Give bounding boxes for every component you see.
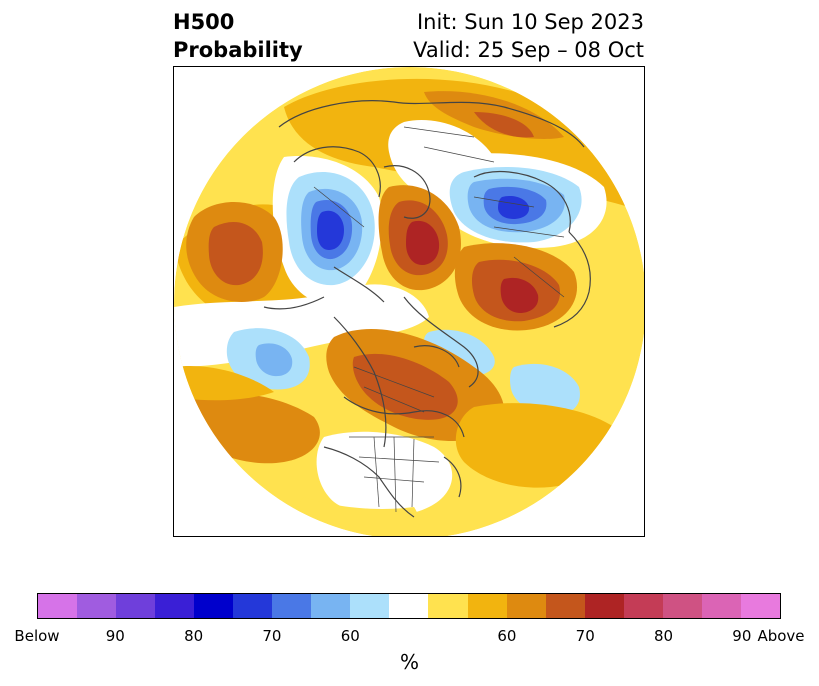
colorbar: [37, 593, 781, 619]
colorbar-tick-label: 60: [497, 627, 517, 645]
colorbar-swatch: [233, 594, 273, 618]
colorbar-tick-label: 80: [653, 627, 674, 645]
title-right: Init: Sun 10 Sep 2023 Valid: 25 Sep – 08…: [413, 8, 644, 64]
colorbar-swatch: [38, 594, 78, 618]
political-borders: [313, 126, 565, 513]
colorbar-swatch: [116, 594, 156, 618]
colorbar-tick-label: 90: [732, 627, 752, 645]
colorbar-swatch: [701, 594, 741, 618]
colorbar-swatch: [662, 594, 702, 618]
coastlines: [263, 100, 591, 518]
probability-map: [173, 66, 645, 537]
colorbar-swatch: [623, 594, 663, 618]
colorbar-tick-label: 70: [575, 627, 595, 645]
colorbar-tick-labels: Below 90 80 70 60 60 70 80 90 Above: [14, 627, 804, 647]
colorbar-swatch: [467, 594, 507, 618]
colorbar-swatch: [740, 594, 780, 618]
colorbar-swatch: [272, 594, 312, 618]
colorbar-swatch: [584, 594, 624, 618]
colorbar-swatch: [311, 594, 351, 618]
colorbar-swatch: [428, 594, 468, 618]
colorbar-swatch: [350, 594, 390, 618]
title-left: H500 Probability: [173, 8, 303, 64]
colorbar-tick-label: 90: [105, 627, 125, 645]
colorbar-swatch: [77, 594, 117, 618]
colorbar-tick-label: Above: [757, 627, 805, 645]
colorbar-tick-label: 60: [340, 627, 360, 645]
colorbar-swatch: [155, 594, 195, 618]
colorbar-swatch: [506, 594, 546, 618]
colorbar-tick-label: Below: [14, 627, 60, 645]
title-variable: H500: [173, 10, 235, 34]
colorbar-swatch: [545, 594, 585, 618]
colorbar-swatch: [194, 594, 234, 618]
title-product: Probability: [173, 38, 303, 62]
map-canvas: [174, 67, 644, 536]
valid-period: Valid: 25 Sep – 08 Oct: [413, 38, 644, 62]
colorbar-unit: %: [399, 650, 419, 674]
colorbar-tick-label: 80: [184, 627, 204, 645]
init-time: Init: Sun 10 Sep 2023: [416, 10, 644, 34]
colorbar-swatch: [389, 594, 429, 618]
probability-field: [174, 67, 644, 536]
colorbar-tick-label: 70: [262, 627, 282, 645]
